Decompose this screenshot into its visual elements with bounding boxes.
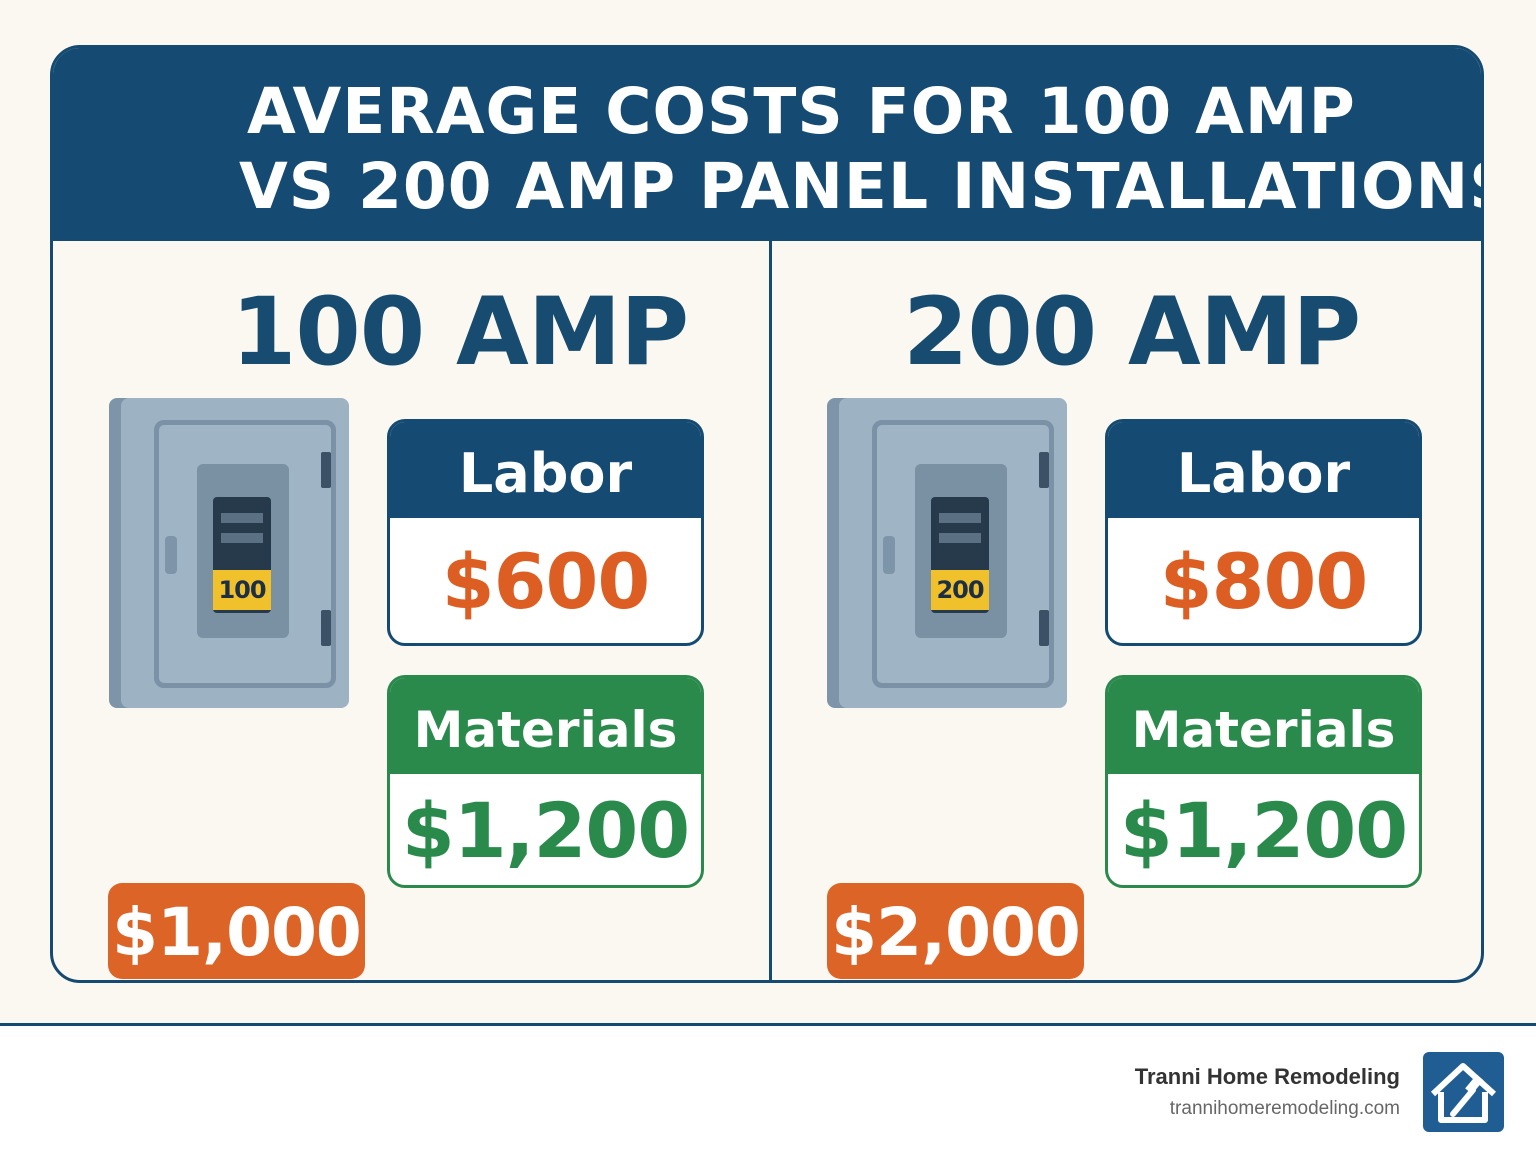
labor-label: Labor (1108, 422, 1419, 518)
materials-value: $1,200 (401, 786, 690, 875)
panel-amp-label: 100 (213, 570, 271, 610)
title-line-1: AVERAGE COSTS FOR 100 AMP (247, 75, 1356, 148)
labor-cost-box: Labor $800 (1105, 419, 1422, 646)
footer-divider (0, 1023, 1536, 1026)
column-title-200-amp: 200 AMP (903, 278, 1361, 387)
materials-cost-box: Materials $1,200 (387, 675, 704, 888)
labor-value: $800 (1159, 537, 1369, 626)
column-title-100-amp: 100 AMP (231, 278, 689, 387)
footer (0, 1026, 1536, 1154)
column-divider (769, 241, 772, 980)
total-cost-badge: $2,000 (827, 883, 1084, 979)
materials-cost-box: Materials $1,200 (1105, 675, 1422, 888)
header-banner: AVERAGE COSTS FOR 100 AMP VS 200 AMP PAN… (53, 48, 1481, 241)
materials-value: $1,200 (1119, 786, 1408, 875)
title-line-2: VS 200 AMP PANEL INSTALLATIONS (239, 150, 1484, 223)
company-website: trannihomeremodeling.com (1169, 1098, 1400, 1119)
house-hammer-icon (1423, 1052, 1504, 1132)
labor-cost-box: Labor $600 (387, 419, 704, 646)
panel-amp-label: 200 (931, 570, 989, 610)
labor-value: $600 (441, 537, 651, 626)
comparison-card: AVERAGE COSTS FOR 100 AMP VS 200 AMP PAN… (50, 45, 1484, 983)
materials-label: Materials (1108, 678, 1419, 774)
total-cost-badge: $1,000 (108, 883, 365, 979)
company-name: Tranni Home Remodeling (1134, 1064, 1400, 1089)
materials-label: Materials (390, 678, 701, 774)
electrical-panel-icon: 100 (109, 398, 354, 710)
electrical-panel-icon: 200 (827, 398, 1072, 710)
labor-label: Labor (390, 422, 701, 518)
